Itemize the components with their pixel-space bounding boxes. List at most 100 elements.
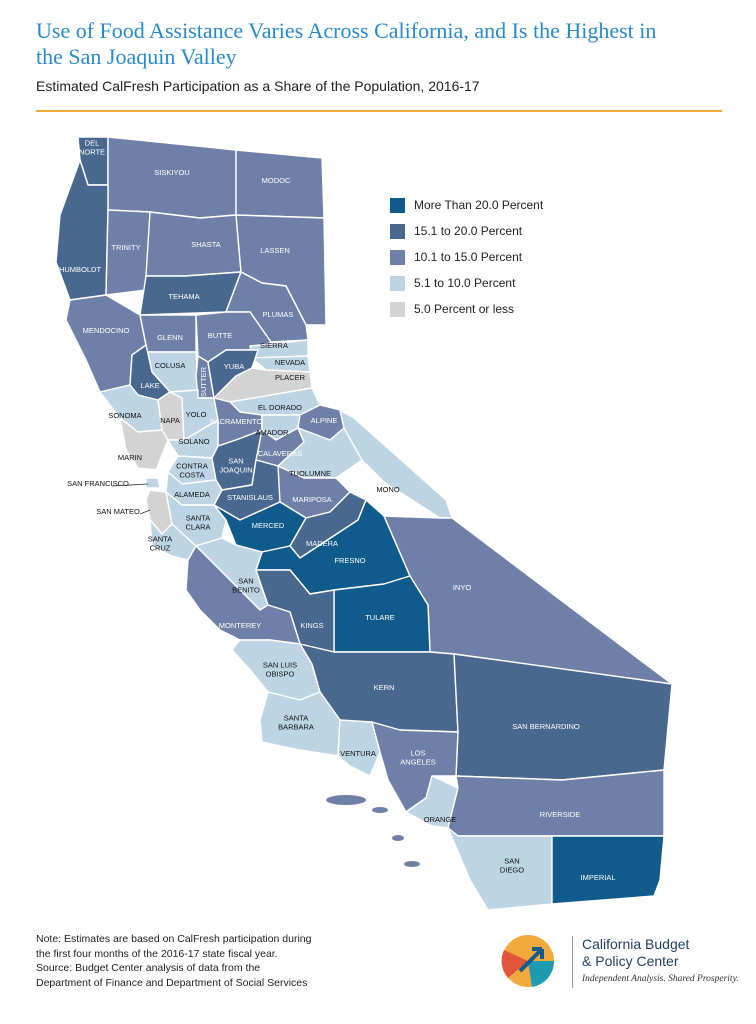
note-line: Note: Estimates are based on CalFresh pa… (36, 933, 312, 945)
legend-item-5-or-less: 5.0 Percent or less (390, 296, 543, 322)
county-label-placer: PLACER (275, 373, 306, 382)
county-label-tuolumne: TUOLUMNE (289, 469, 331, 478)
county-label-san-mateo: SAN MATEO (96, 507, 140, 516)
county-label-monterey: MONTEREY (219, 621, 262, 630)
county-label-santa-barbara: SANTA BARBARA (278, 714, 314, 732)
county-label-contra-costa: CONTRA COSTA (176, 462, 208, 480)
county-label-mono: MONO (376, 485, 399, 494)
legend: More Than 20.0 Percent 15.1 to 20.0 Perc… (390, 192, 543, 322)
county-trinity (105, 209, 151, 296)
channel-island (404, 861, 420, 867)
county-label-mendocino: MENDOCINO (83, 326, 130, 335)
county-label-yolo: YOLO (186, 410, 207, 419)
county-label-nevada: NEVADA (275, 358, 305, 367)
county-label-sutter: SUTTER (199, 366, 208, 397)
county-label-santa-clara: SANTA CLARA (185, 514, 210, 532)
county-label-sonoma: SONOMA (108, 411, 141, 420)
county-label-marin: MARIN (118, 453, 142, 462)
county-label-ventura: VENTURA (340, 749, 376, 758)
legend-swatch (390, 301, 405, 317)
county-label-los-angeles: LOS ANGELES (400, 749, 435, 767)
county-label-merced: MERCED (252, 521, 285, 530)
county-label-kings: KINGS (300, 621, 323, 630)
county-label-sierra: SIERRA (260, 341, 288, 350)
county-label-solano: SOLANO (178, 437, 209, 446)
county-label-mariposa: MARIPOSA (292, 495, 332, 504)
map-subtitle: Estimated CalFresh Participation as a Sh… (36, 78, 480, 94)
org-name-line: California Budget (582, 936, 690, 952)
california-county-map: DEL NORTE SISKIYOU MODOC HUMBOLDT TRINITY SHAS… (55, 136, 673, 911)
logo-arrow (518, 947, 544, 973)
legend-item-15-to-20: 15.1 to 20.0 Percent (390, 218, 543, 244)
legend-item-more-than-20: More Than 20.0 Percent (390, 192, 543, 218)
channel-island (392, 835, 404, 841)
county-label-san-benito: SAN BENITO (232, 577, 260, 595)
county-label-madera: MADERA (306, 539, 338, 548)
county-label-yuba: YUBA (224, 362, 244, 371)
county-label-santa-cruz: SANTA CRUZ (148, 535, 172, 553)
county-label-siskiyou: SISKIYOU (154, 168, 189, 177)
county-riverside (447, 769, 665, 837)
county-monterey (185, 545, 301, 645)
legend-swatch (390, 275, 405, 291)
county-marin (119, 417, 169, 471)
county-label-amador: AMADOR (256, 428, 290, 437)
county-label-plumas: PLUMAS (263, 310, 294, 319)
source-note: Note: Estimates are based on CalFresh pa… (36, 932, 346, 990)
legend-label: 10.1 to 15.0 Percent (414, 250, 523, 264)
county-label-imperial: IMPERIAL (580, 873, 615, 882)
note-line: Source: Budget Center analysis of data f… (36, 962, 261, 974)
county-label-san-bernardino: SAN BERNARDINO (512, 722, 580, 731)
cbpc-logo-icon (501, 935, 555, 987)
logo-segment-teal (528, 961, 555, 987)
county-label-lassen: LASSEN (260, 246, 290, 255)
county-label-san-joaquin: SAN JOAQUIN (219, 457, 252, 475)
county-imperial (551, 835, 665, 905)
note-line: the first four months of the 2016-17 sta… (36, 947, 278, 960)
county-label-riverside: RIVERSIDE (540, 810, 580, 819)
county-label-stanislaus: STANISLAUS (227, 493, 273, 502)
county-san-francisco (145, 477, 161, 489)
organization-tagline: Independent Analysis. Shared Prosperity. (582, 974, 739, 984)
county-label-sacramento: SACRAMENTO (210, 417, 263, 426)
county-label-lake: LAKE (140, 381, 159, 390)
county-label-alameda: ALAMEDA (174, 490, 210, 499)
county-label-fresno: FRESNO (334, 556, 365, 565)
legend-item-5-to-10: 5.1 to 10.0 Percent (390, 270, 543, 296)
county-label-trinity: TRINITY (111, 243, 140, 252)
county-label-inyo: INYO (453, 583, 472, 592)
county-label-calaveras: CALAVERAS (258, 449, 302, 458)
logo-segment-red (501, 950, 528, 978)
legend-swatch (390, 223, 405, 239)
legend-label: More Than 20.0 Percent (414, 198, 544, 212)
county-label-el-dorado: EL DORADO (258, 403, 302, 412)
county-label-san-diego: SAN DIEGO (500, 857, 524, 875)
legend-label: 15.1 to 20.0 Percent (414, 224, 523, 238)
legend-label: 5.0 Percent or less (414, 302, 515, 316)
county-label-modoc: MODOC (262, 176, 291, 185)
county-label-shasta: SHASTA (191, 240, 220, 249)
county-label-napa: NAPA (160, 416, 180, 425)
county-label-tulare: TULARE (365, 613, 395, 622)
county-label-butte: BUTTE (208, 331, 233, 340)
title-divider (36, 110, 722, 112)
county-label-orange: ORANGE (424, 815, 457, 824)
map-title: Use of Food Assistance Varies Across Cal… (36, 18, 657, 69)
legend-swatch (390, 197, 405, 213)
leader-line (139, 509, 151, 515)
channel-island (372, 807, 388, 813)
legend-label: 5.1 to 10.0 Percent (414, 276, 516, 290)
county-label-kern: KERN (374, 683, 395, 692)
county-label-glenn: GLENN (157, 333, 183, 342)
county-label-san-francisco: SAN FRANCISCO (67, 479, 129, 488)
org-name-line: & Policy Center (582, 953, 679, 969)
county-label-colusa: COLUSA (155, 361, 186, 370)
organization-name: California Budget & Policy Center (582, 936, 689, 970)
channel-island (326, 795, 366, 805)
logo-divider (572, 936, 573, 988)
leader-line (111, 483, 149, 487)
county-label-alpine: ALPINE (311, 416, 338, 425)
legend-swatch (390, 249, 405, 265)
county-label-tehama: TEHAMA (168, 292, 199, 301)
county-label-del-norte: DEL NORTE (79, 139, 105, 157)
